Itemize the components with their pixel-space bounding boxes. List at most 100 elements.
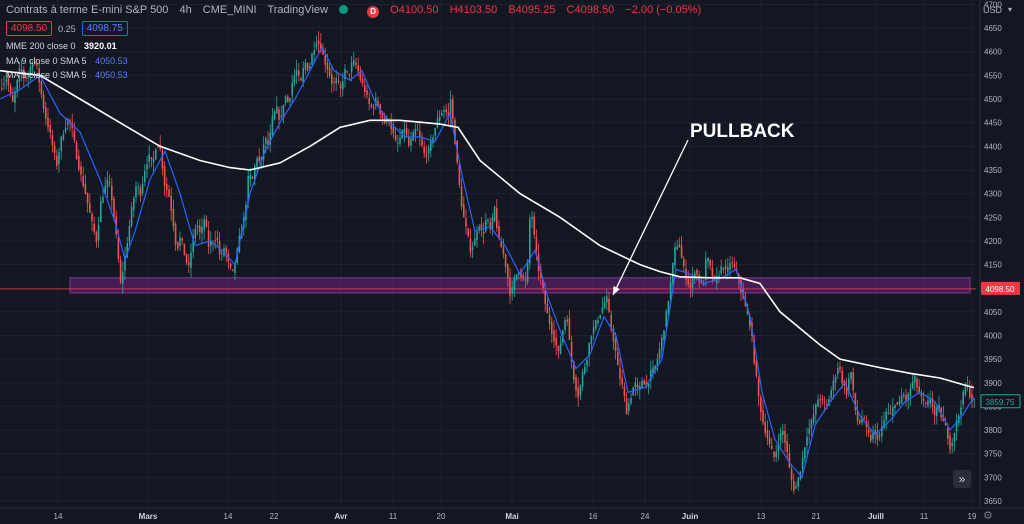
- candle-body: [203, 219, 205, 230]
- indicator-ema-200[interactable]: MME 200 close 0 3920.01: [6, 41, 117, 51]
- price-tick-label: 4300: [984, 190, 1002, 199]
- candle-body: [507, 264, 509, 279]
- candlestick-series: [1, 31, 975, 495]
- candle-body: [137, 186, 139, 188]
- candle-body: [86, 192, 89, 204]
- candle-body: [289, 98, 291, 102]
- candle-body: [496, 207, 498, 229]
- candle-body: [27, 74, 29, 78]
- candle-body: [650, 369, 652, 381]
- sell-button[interactable]: 4098.50: [6, 21, 53, 36]
- indicator-value: 4050.53: [95, 56, 128, 66]
- candle-body: [683, 258, 685, 267]
- candle-body: [29, 67, 32, 74]
- candle-body: [471, 247, 474, 250]
- candle-body: [898, 401, 901, 405]
- candle-body: [449, 99, 452, 118]
- candle-body: [905, 395, 907, 402]
- indicator-ma-9-second[interactable]: MA 9 close 0 SMA 5 4050.53: [6, 70, 128, 80]
- candle-body: [210, 241, 212, 246]
- indicator-ma-9[interactable]: MA 9 close 0 SMA 5 4050.53: [6, 56, 128, 66]
- candle-body: [531, 216, 533, 220]
- buy-button[interactable]: 4098.75: [81, 21, 128, 36]
- chart-grid: [0, 0, 976, 508]
- time-tick-label: Avr: [334, 512, 347, 521]
- interval-label[interactable]: 4h: [179, 4, 192, 16]
- currency-selector[interactable]: USD: [982, 5, 1002, 15]
- candle-body: [845, 387, 848, 395]
- candle-body: [632, 387, 634, 396]
- candle-body: [793, 480, 795, 491]
- candle-body: [564, 320, 566, 330]
- candle-body: [881, 426, 883, 436]
- candle-body: [639, 385, 641, 390]
- candle-body: [775, 451, 777, 458]
- candle-body: [542, 279, 544, 288]
- ohlc-low: B4095.25: [508, 4, 556, 16]
- candle-body: [504, 254, 507, 267]
- candle-body: [348, 73, 351, 75]
- price-tick-label: 4500: [984, 95, 1002, 104]
- candle-body: [368, 98, 370, 104]
- candle-body: [161, 150, 164, 169]
- symbol-title[interactable]: Contrats à terme E-mini S&P 500: [6, 4, 169, 16]
- candle-body: [311, 53, 313, 65]
- candle-body: [284, 96, 287, 103]
- scroll-to-realtime-button[interactable]: »: [953, 470, 971, 488]
- candle-body: [128, 225, 131, 242]
- chevron-down-icon[interactable]: ▾: [1007, 5, 1012, 14]
- indicator-value: 3920.01: [84, 41, 117, 51]
- price-tick-label: 3750: [984, 450, 1002, 459]
- candle-body: [647, 383, 650, 388]
- candle-body: [606, 296, 608, 303]
- time-tick-label: 24: [641, 512, 650, 521]
- candle-body: [25, 77, 27, 79]
- candle-body: [258, 156, 260, 162]
- candle-body: [870, 434, 872, 441]
- candle-body: [553, 330, 555, 342]
- price-tick-label: 4700: [984, 0, 1002, 9]
- candle-body: [861, 417, 863, 423]
- candle-body: [887, 412, 890, 414]
- candle-body: [867, 429, 870, 433]
- candle-body: [931, 397, 934, 407]
- candle-body: [454, 119, 456, 145]
- candle-body: [280, 115, 282, 118]
- candle-body: [3, 83, 5, 85]
- candle-body: [34, 61, 36, 64]
- candle-body: [196, 225, 199, 228]
- time-tick-label: 19: [968, 512, 977, 521]
- candle-body: [625, 398, 628, 415]
- gear-icon[interactable]: ⚙: [983, 510, 993, 522]
- candle-body: [408, 136, 410, 146]
- candle-body: [938, 404, 940, 411]
- price-tick-label: 3950: [984, 355, 1002, 364]
- candle-body: [339, 84, 342, 89]
- candle-body: [577, 387, 579, 398]
- candle-body: [696, 269, 698, 275]
- candle-body: [102, 197, 104, 203]
- candle-body: [218, 240, 221, 255]
- market-status-icon: [339, 4, 356, 16]
- candle-body: [885, 411, 887, 421]
- time-tick-label: Juill: [868, 512, 884, 521]
- candle-body: [394, 134, 397, 141]
- candle-body: [672, 262, 674, 284]
- candle-body: [678, 244, 681, 248]
- candle-body: [447, 112, 450, 117]
- candle-body: [438, 116, 441, 121]
- candle-body: [797, 477, 799, 487]
- candle-body: [863, 417, 865, 419]
- candle-body: [188, 262, 190, 266]
- candle-body: [500, 241, 502, 248]
- candle-body: [342, 81, 344, 90]
- candle-body: [410, 138, 412, 146]
- candle-body: [309, 65, 311, 69]
- candle-body: [474, 238, 476, 246]
- candle-body: [927, 400, 929, 406]
- candle-body: [177, 242, 179, 249]
- time-axis: 14 Mars 14 22 Avr 11 20 Mai 16 24 Juin 13 21 Juill 11 1…: [0, 507, 1024, 521]
- candle-body: [762, 409, 764, 423]
- candle-body: [414, 128, 417, 136]
